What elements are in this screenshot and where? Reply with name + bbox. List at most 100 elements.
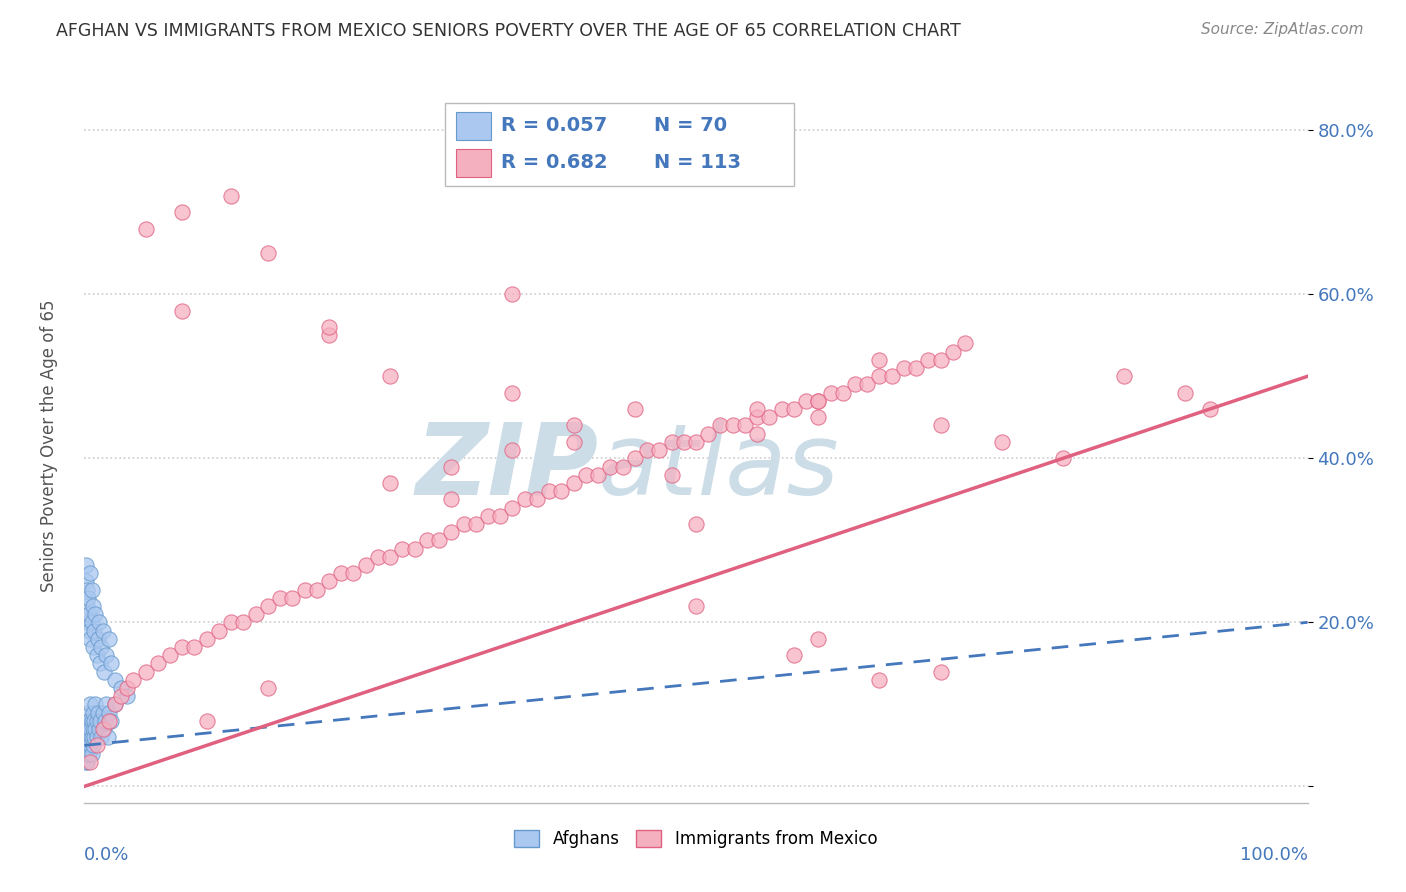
Point [77,739,100,753]
Point [96,648,118,662]
Point [257,681,280,695]
Point [75,574,97,589]
Point [991,434,1014,449]
Point [90,640,112,654]
Point [672,434,695,449]
Point [502,287,524,301]
Point [380,549,402,564]
Point [697,426,720,441]
Point [195,632,218,646]
Point [172,205,194,219]
Point [80,730,103,744]
Point [77,615,100,630]
Point [82,739,104,753]
Point [77,714,100,728]
Point [89,657,111,671]
Point [856,377,879,392]
Point [115,689,138,703]
Point [440,459,463,474]
Point [77,624,100,638]
Point [575,467,598,482]
Point [783,402,806,417]
Point [257,246,280,260]
Point [318,320,340,334]
Text: atlas: atlas [598,419,839,516]
Point [86,730,108,744]
Point [550,484,572,499]
Point [624,402,647,417]
Point [783,648,806,662]
Point [97,706,120,720]
Point [257,599,280,613]
Point [586,467,609,482]
Point [86,739,108,753]
Point [83,730,105,744]
Point [440,525,463,540]
Point [82,722,104,736]
Point [770,402,793,417]
Point [135,221,157,235]
Point [685,599,707,613]
Legend: Afghans, Immigrants from Mexico: Afghans, Immigrants from Mexico [508,823,884,855]
Point [110,681,132,695]
Point [562,418,585,433]
Point [844,377,866,392]
Point [76,755,98,769]
Point [502,500,524,515]
Point [100,714,122,728]
Point [538,484,561,499]
Point [208,624,231,638]
Point [404,541,426,556]
Point [87,722,110,736]
Point [1198,402,1220,417]
Point [77,607,100,622]
Text: 100.0%: 100.0% [1240,846,1308,863]
Point [91,706,114,720]
Point [562,434,585,449]
Point [318,574,340,589]
Point [79,632,101,646]
Point [97,730,120,744]
Point [83,624,105,638]
Point [219,189,242,203]
Point [104,698,127,712]
Point [502,385,524,400]
Point [380,475,402,490]
Point [820,385,842,400]
Point [82,706,104,720]
Point [76,582,98,597]
Point [97,714,120,728]
Point [104,673,127,687]
Point [93,722,115,736]
Point [929,418,952,433]
Point [82,599,104,613]
Point [97,632,120,646]
Point [427,533,450,548]
Point [880,369,903,384]
Point [75,755,97,769]
Point [807,632,830,646]
Point [83,714,105,728]
Point [330,566,353,581]
Point [77,722,100,736]
Point [1114,369,1136,384]
Point [869,673,891,687]
Point [721,418,744,433]
Point [75,739,97,753]
Point [905,361,928,376]
Point [917,352,939,367]
Point [367,549,389,564]
Point [76,714,98,728]
Point [562,475,585,490]
Point [77,747,100,761]
Point [96,698,118,712]
Point [87,706,110,720]
Point [77,747,100,761]
Point [115,681,138,695]
Point [747,402,769,417]
Point [172,640,194,654]
Point [318,328,340,343]
Point [513,492,536,507]
Point [685,516,707,531]
Point [269,591,291,605]
